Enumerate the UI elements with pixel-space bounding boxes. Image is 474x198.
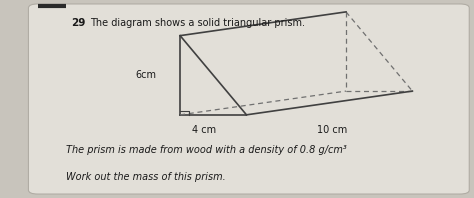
Text: Work out the mass of this prism.: Work out the mass of this prism.: [66, 172, 226, 182]
Text: 6cm: 6cm: [136, 70, 156, 80]
Text: The diagram shows a solid triangular prism.: The diagram shows a solid triangular pri…: [90, 18, 305, 28]
Text: 10 cm: 10 cm: [317, 125, 347, 135]
Text: 4 cm: 4 cm: [192, 125, 216, 135]
Text: 29: 29: [71, 18, 85, 28]
Text: The prism is made from wood with a density of 0.8 g/cm³: The prism is made from wood with a densi…: [66, 145, 347, 155]
